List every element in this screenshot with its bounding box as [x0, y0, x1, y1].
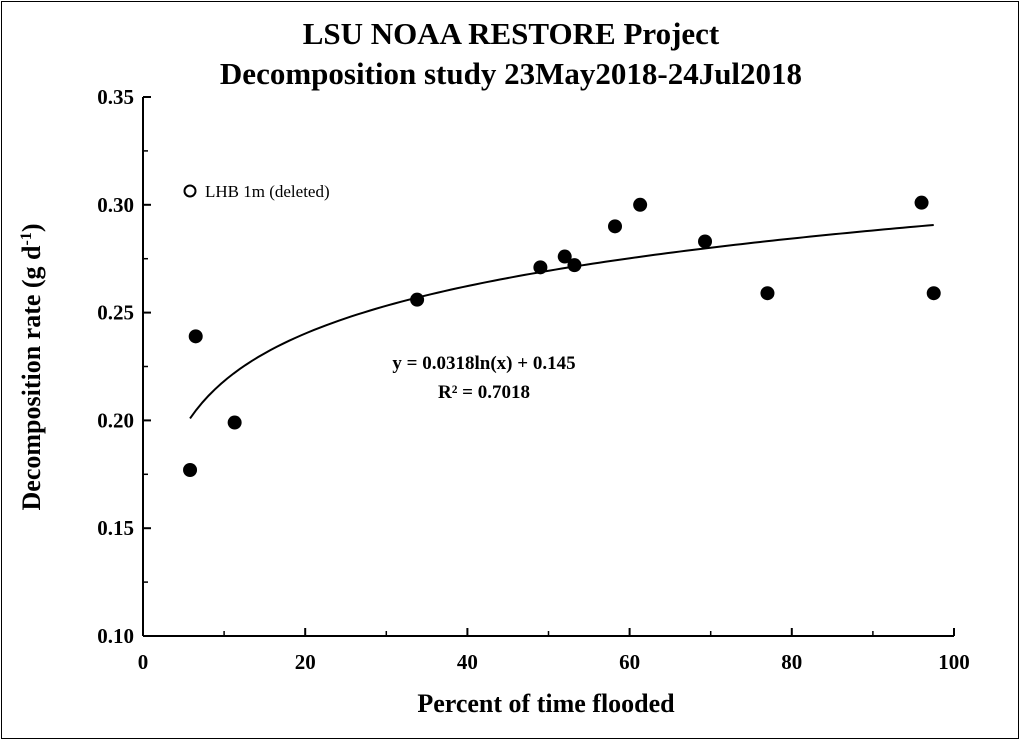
- data-point: [608, 219, 623, 234]
- trendline-r-squared: R² = 0.7018: [438, 382, 530, 403]
- trendline: [189, 223, 934, 420]
- data-point: [188, 329, 203, 344]
- y-axis-title-end: ): [17, 223, 46, 232]
- data-points: [183, 195, 941, 477]
- data-point: [557, 249, 572, 264]
- x-tick-label: 80: [781, 650, 802, 674]
- data-point: [698, 234, 713, 249]
- x-tick-label: 20: [295, 650, 316, 674]
- axes: 0.10 0.15 0.20 0.25 0.30 0.35 0 20 40 60 80 100: [97, 85, 970, 674]
- legend: LHB 1m (deleted): [183, 182, 330, 201]
- data-point: [633, 197, 648, 212]
- y-axis-title-main: Decomposition rate (g d: [17, 245, 46, 511]
- y-tick-label: 0.25: [97, 301, 134, 325]
- x-tick-label: 100: [938, 650, 970, 674]
- trendline-equation: y = 0.0318ln(x) + 0.145: [392, 353, 575, 374]
- x-tick-label: 0: [138, 650, 149, 674]
- data-point: [914, 195, 929, 210]
- legend-marker: [183, 184, 197, 198]
- trendline-group: [189, 223, 934, 420]
- x-axis-title: Percent of time flooded: [417, 689, 675, 718]
- data-point: [410, 292, 425, 307]
- data-point: [533, 260, 548, 275]
- y-tick-label: 0.10: [97, 624, 134, 648]
- data-point: [760, 286, 775, 301]
- y-tick-label: 0.20: [97, 408, 134, 432]
- x-tick-label: 60: [619, 650, 640, 674]
- data-point: [183, 462, 198, 477]
- y-axis-title-sup: -1: [18, 232, 35, 245]
- y-tick-label: 0.35: [97, 85, 134, 109]
- data-point: [926, 286, 941, 301]
- chart-title: LSU NOAA RESTORE Project: [302, 16, 720, 51]
- x-tick-label: 40: [457, 650, 478, 674]
- chart-subtitle: Decomposition study 23May2018-24Jul2018: [219, 56, 803, 91]
- y-tick-label: 0.15: [97, 516, 134, 540]
- y-tick-label: 0.30: [97, 193, 134, 217]
- data-point: [227, 415, 242, 430]
- legend-label: LHB 1m (deleted): [205, 182, 330, 201]
- y-axis-title: Decomposition rate (g d-1): [17, 223, 46, 510]
- data-point: [567, 258, 582, 273]
